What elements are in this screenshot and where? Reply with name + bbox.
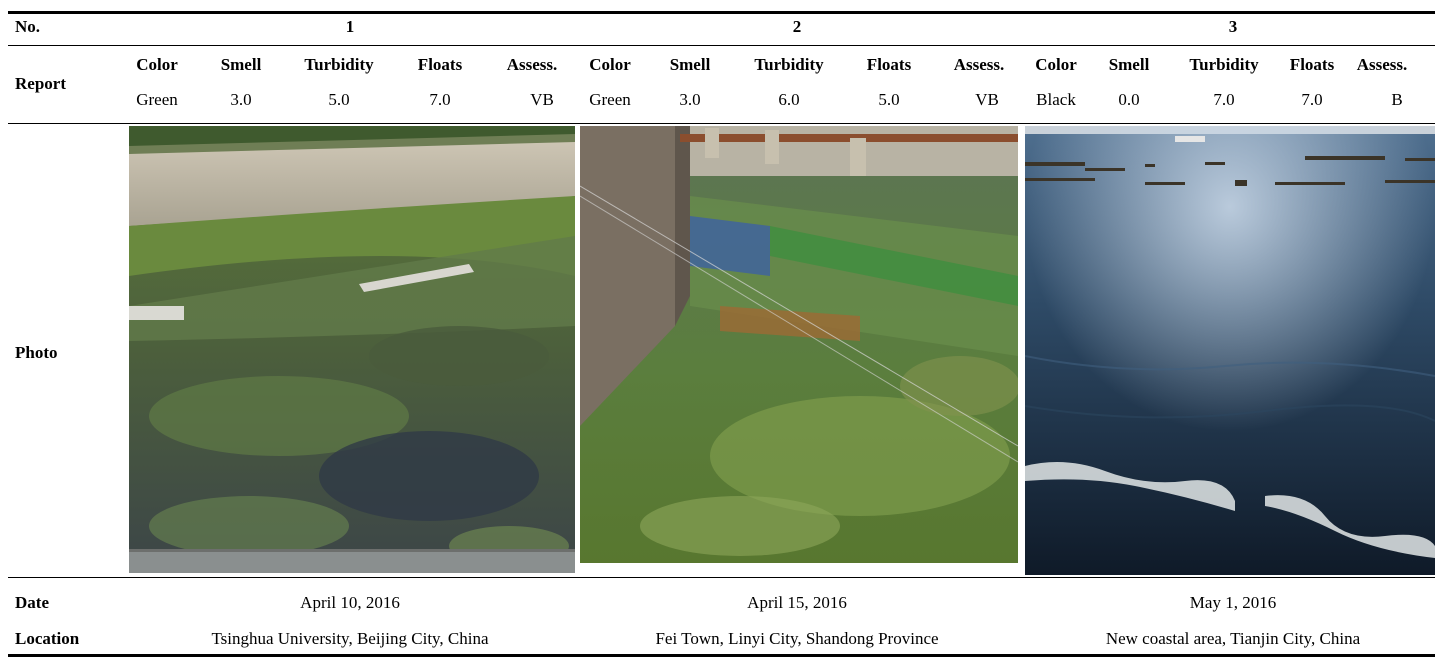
site-number-3: 3 (1228, 17, 1238, 36)
site-2-location: Fei Town, Linyi City, Shandong Province (655, 629, 939, 648)
report-value-floats: 7.0 (429, 90, 451, 109)
report-header: Floats (1289, 55, 1335, 74)
site-2-date: April 15, 2016 (747, 593, 847, 612)
report-rule (8, 123, 1435, 124)
report-header: Floats (417, 55, 463, 74)
site-number-2: 2 (792, 17, 802, 36)
top-rule (8, 11, 1435, 14)
report-header: Color (136, 55, 178, 74)
report-value-assess: VB (530, 90, 554, 109)
report-value-smell: 3.0 (679, 90, 701, 109)
site-1-photo (129, 126, 575, 573)
row-label-date: Date (15, 593, 49, 612)
report-value-turbidity: 7.0 (1213, 90, 1235, 109)
report-value-turbidity: 5.0 (328, 90, 350, 109)
report-header: Smell (220, 55, 262, 74)
row-label-location: Location (15, 629, 80, 648)
report-value-smell: 0.0 (1118, 90, 1140, 109)
site-3-location: New coastal area, Tianjin City, China (1105, 629, 1361, 648)
row-label-report: Report (15, 74, 66, 93)
site-1-location: Tsinghua University, Beijing City, China (211, 629, 489, 648)
report-header: Turbidity (754, 55, 824, 74)
header-rule (8, 45, 1435, 46)
report-header: Smell (669, 55, 711, 74)
report-value-color: Green (589, 90, 631, 109)
bottom-rule (8, 654, 1435, 657)
report-header: Assess. (953, 55, 1005, 74)
site-1-date: April 10, 2016 (300, 593, 400, 612)
report-value-floats: 7.0 (1301, 90, 1323, 109)
row-label-no: No. (15, 17, 41, 36)
report-header: Turbidity (304, 55, 374, 74)
report-value-assess: VB (975, 90, 999, 109)
report-value-color: Green (136, 90, 178, 109)
photo-rule (8, 577, 1435, 578)
site-3-photo (1025, 126, 1435, 575)
report-value-turbidity: 6.0 (778, 90, 800, 109)
site-number-1: 1 (345, 17, 355, 36)
report-header: Smell (1108, 55, 1150, 74)
report-header: Assess. (506, 55, 558, 74)
site-2-photo (580, 126, 1018, 563)
report-value-floats: 5.0 (878, 90, 900, 109)
report-value-color: Black (1036, 90, 1076, 109)
report-header: Color (1035, 55, 1077, 74)
report-value-assess: B (1391, 90, 1403, 109)
report-header: Turbidity (1189, 55, 1259, 74)
report-header: Floats (866, 55, 912, 74)
report-header: Color (589, 55, 631, 74)
report-header: Assess. (1356, 55, 1408, 74)
row-label-photo: Photo (15, 343, 58, 362)
report-value-smell: 3.0 (230, 90, 252, 109)
site-3-date: May 1, 2016 (1189, 593, 1277, 612)
